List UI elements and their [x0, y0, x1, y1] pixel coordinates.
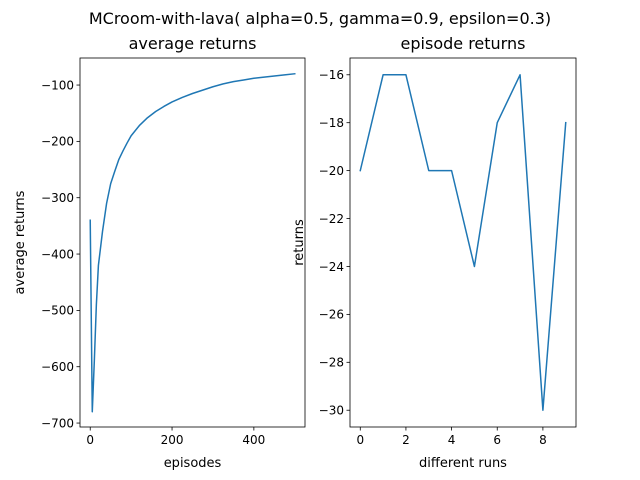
x-tick-label: 0: [86, 433, 94, 447]
y-tick-label: −22: [319, 212, 344, 226]
series-line-average-returns: [89, 72, 296, 413]
x-axis-label-average-returns: episodes: [164, 456, 222, 471]
chart-episode-returns: episode returns 0 2 4 6 8 −30 −28 −26 −24 −22 −20 −…: [292, 34, 577, 471]
y-tick-label: −18: [319, 116, 344, 130]
x-tick-label: 200: [161, 433, 184, 447]
x-tick-label: 4: [448, 433, 456, 447]
x-tick-label: 2: [402, 433, 410, 447]
x-tick-label: 8: [539, 433, 547, 447]
y-axis-label-average-returns: average returns: [13, 190, 28, 294]
y-tick-label: −600: [41, 360, 74, 374]
y-tick-label: −700: [41, 416, 74, 430]
chart-title-episode-returns: episode returns: [401, 34, 526, 53]
y-tick-label: −16: [319, 68, 344, 82]
series-line-episode-returns: [359, 74, 567, 411]
y-tick-label: −500: [41, 304, 74, 318]
axes-frame-episode-returns: [349, 57, 577, 428]
x-tick-label: 400: [242, 433, 265, 447]
x-tick-label: 6: [493, 433, 501, 447]
y-axis-label-episode-returns: returns: [292, 219, 307, 266]
chart-average-returns: average returns 0 200 400 −700 −600 −500 −400 −…: [13, 34, 306, 471]
y-tick-label: −200: [41, 135, 74, 149]
x-axis-label-episode-returns: different runs: [419, 456, 507, 471]
y-tick-label: −20: [319, 164, 344, 178]
y-tick-label: −24: [319, 260, 344, 274]
y-tick-label: −400: [41, 247, 74, 261]
x-tick-label: 0: [356, 433, 364, 447]
chart-title-average-returns: average returns: [129, 34, 257, 53]
y-tick-label: −30: [319, 404, 344, 418]
figure-suptitle: MCroom-with-lava( alpha=0.5, gamma=0.9, …: [89, 9, 551, 28]
y-tick-label: −100: [41, 78, 74, 92]
y-tick-label: −28: [319, 356, 344, 370]
axes-frame-average-returns: [79, 57, 306, 428]
y-tick-label: −26: [319, 308, 344, 322]
y-tick-label: −300: [41, 191, 74, 205]
